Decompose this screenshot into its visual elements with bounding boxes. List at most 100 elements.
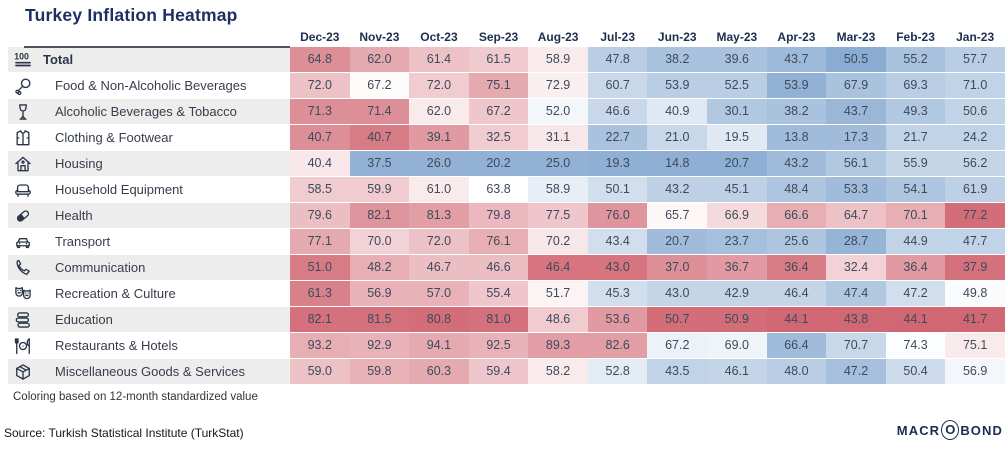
heatmap-cell: 59.9 (349, 177, 410, 202)
row-label: Communication (8, 255, 290, 280)
heatmap-cell: 57.7 (945, 47, 1005, 72)
heatmap-cell: 70.2 (528, 229, 588, 254)
heatmap-cell: 61.0 (409, 177, 469, 202)
heatmap-cell: 43.8 (826, 307, 886, 332)
heatmap-cell: 30.1 (707, 99, 767, 124)
heatmap-cell: 47.8 (587, 47, 648, 72)
heatmap-cell: 46.4 (528, 255, 588, 280)
heatmap-cell: 45.1 (707, 177, 767, 202)
row-label-text: Health (55, 208, 93, 223)
heatmap-cell: 58.5 (290, 177, 350, 202)
heatmap-cell: 72.0 (409, 229, 469, 254)
heatmap-cell: 50.5 (826, 47, 886, 72)
heatmap-cell: 67.2 (349, 73, 410, 98)
heatmap-cell: 82.6 (587, 333, 648, 358)
heatmap-cell: 43.2 (766, 151, 827, 176)
heatmap-cell: 69.3 (885, 73, 946, 98)
heatmap-cell: 14.8 (647, 151, 708, 176)
column-header: Jul-23 (600, 30, 636, 44)
heatmap-cell: 55.2 (885, 47, 946, 72)
heatmap-cell: 44.1 (885, 307, 946, 332)
jacket-icon (13, 128, 33, 148)
heatmap-cell: 43.7 (766, 47, 827, 72)
heatmap-cell: 64.7 (826, 203, 886, 228)
phone-icon (13, 258, 33, 278)
coloring-note: Coloring based on 12-month standardized … (13, 391, 258, 403)
heatmap-cell: 25.6 (766, 229, 827, 254)
heatmap-cell: 38.2 (647, 47, 708, 72)
heatmap-cell: 50.1 (587, 177, 648, 202)
heatmap-cell: 50.4 (885, 359, 946, 384)
heatmap-cell: 39.6 (707, 47, 767, 72)
heatmap-cell: 57.0 (409, 281, 469, 306)
heatmap-cell: 92.5 (468, 333, 529, 358)
sofa-icon (13, 180, 33, 200)
heatmap-cell: 38.2 (766, 99, 827, 124)
column-header: Dec-23 (300, 30, 340, 44)
heatmap-cell: 37.0 (647, 255, 708, 280)
hundred-icon: 100 (13, 50, 33, 70)
heatmap-cell: 19.5 (707, 125, 767, 150)
heatmap-cell: 40.9 (647, 99, 708, 124)
heatmap-cell: 21.7 (885, 125, 946, 150)
heatmap-cell: 80.8 (409, 307, 469, 332)
heatmap-cell: 52.5 (707, 73, 767, 98)
dining-icon (13, 336, 33, 356)
row-label: Household Equipment (8, 177, 290, 202)
heatmap-cell: 37.5 (349, 151, 410, 176)
heatmap-cell: 32.4 (826, 255, 886, 280)
column-header: Nov-23 (359, 30, 400, 44)
svg-text:100: 100 (14, 51, 29, 61)
heatmap-cell: 44.9 (885, 229, 946, 254)
heatmap-cell: 43.7 (826, 99, 886, 124)
heatmap-cell: 46.6 (587, 99, 648, 124)
heatmap-cell: 63.8 (468, 177, 529, 202)
heatmap-cell: 43.4 (587, 229, 648, 254)
table-top-border (24, 46, 290, 48)
heatmap-cell: 76.0 (587, 203, 648, 228)
heatmap-cell: 72.0 (290, 73, 350, 98)
heatmap-cell: 49.3 (885, 99, 946, 124)
heatmap-cell: 81.0 (468, 307, 529, 332)
heatmap-cell: 64.8 (290, 47, 350, 72)
drumstick-icon (13, 76, 33, 96)
heatmap-cell: 70.1 (885, 203, 946, 228)
heatmap-cell: 21.0 (647, 125, 708, 150)
heatmap-cell: 55.9 (885, 151, 946, 176)
heatmap-cell: 62.0 (349, 47, 410, 72)
column-header: Apr-23 (777, 30, 816, 44)
heatmap-cell: 43.5 (647, 359, 708, 384)
pill-icon (13, 206, 33, 226)
heatmap-cell: 61.9 (945, 177, 1005, 202)
heatmap-cell: 40.7 (349, 125, 410, 150)
heatmap-cell: 48.6 (528, 307, 588, 332)
heatmap-cell: 56.2 (945, 151, 1005, 176)
row-label-text: Restaurants & Hotels (55, 338, 178, 353)
row-label: Health (8, 203, 290, 228)
heatmap-cell: 50.7 (647, 307, 708, 332)
car-icon (13, 232, 33, 252)
row-label: Restaurants & Hotels (8, 333, 290, 358)
column-header: Oct-23 (420, 30, 458, 44)
heatmap-cell: 79.8 (468, 203, 529, 228)
heatmap-cell: 94.1 (409, 333, 469, 358)
heatmap-cell: 71.4 (349, 99, 410, 124)
heatmap-cell: 37.9 (945, 255, 1005, 280)
row-label-text: Miscellaneous Goods & Services (55, 364, 246, 379)
heatmap-cell: 46.4 (766, 281, 827, 306)
heatmap-cell: 61.5 (468, 47, 529, 72)
heatmap-cell: 55.4 (468, 281, 529, 306)
logo-ellipse-o: O (941, 420, 960, 440)
heatmap-cell: 23.7 (707, 229, 767, 254)
heatmap-cell: 31.1 (528, 125, 588, 150)
heatmap-cell: 67.9 (826, 73, 886, 98)
row-label-text: Food & Non-Alcoholic Beverages (55, 78, 247, 93)
heatmap-cell: 48.2 (349, 255, 410, 280)
heatmap-cell: 58.9 (528, 47, 588, 72)
heatmap-cell: 75.1 (945, 333, 1005, 358)
logo-text-left: MACR (896, 422, 941, 438)
heatmap-cell: 61.4 (409, 47, 469, 72)
row-label: Alcoholic Beverages & Tobacco (8, 99, 290, 124)
row-label: Education (8, 307, 290, 332)
heatmap-cell: 52.8 (587, 359, 648, 384)
